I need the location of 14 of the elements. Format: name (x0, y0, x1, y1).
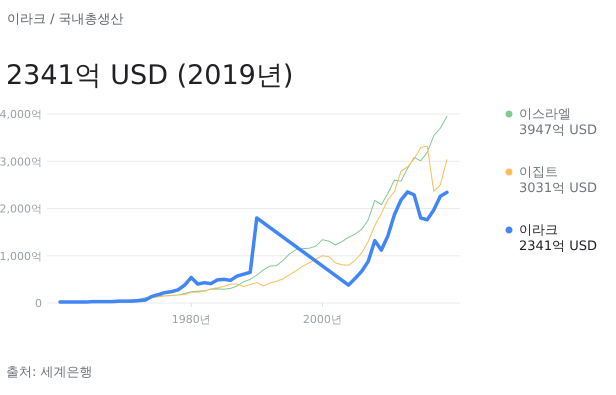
y-tick-label: 0 (35, 297, 42, 310)
chart-subtitle: 이라크 / 국내총생산 (7, 12, 124, 27)
x-tick-label: 1980년 (172, 313, 211, 326)
legend-label: 이스라엘 (519, 107, 571, 122)
chart-title: 2341억 USD (2019년) (6, 60, 294, 91)
y-tick-label: 2,000억 (0, 202, 42, 216)
line-series (58, 190, 449, 304)
source-note: 출처: 세계은행 (6, 365, 93, 380)
legend-label: 이라크 (519, 223, 558, 238)
legend-label: 이집트 (519, 165, 558, 180)
x-tick-label: 2000년 (302, 313, 342, 326)
y-tick-label: 4,000억 (0, 108, 42, 121)
y-tick-label: 3,000억 (0, 155, 42, 168)
y-tick-label: 1,000억 (0, 250, 42, 263)
